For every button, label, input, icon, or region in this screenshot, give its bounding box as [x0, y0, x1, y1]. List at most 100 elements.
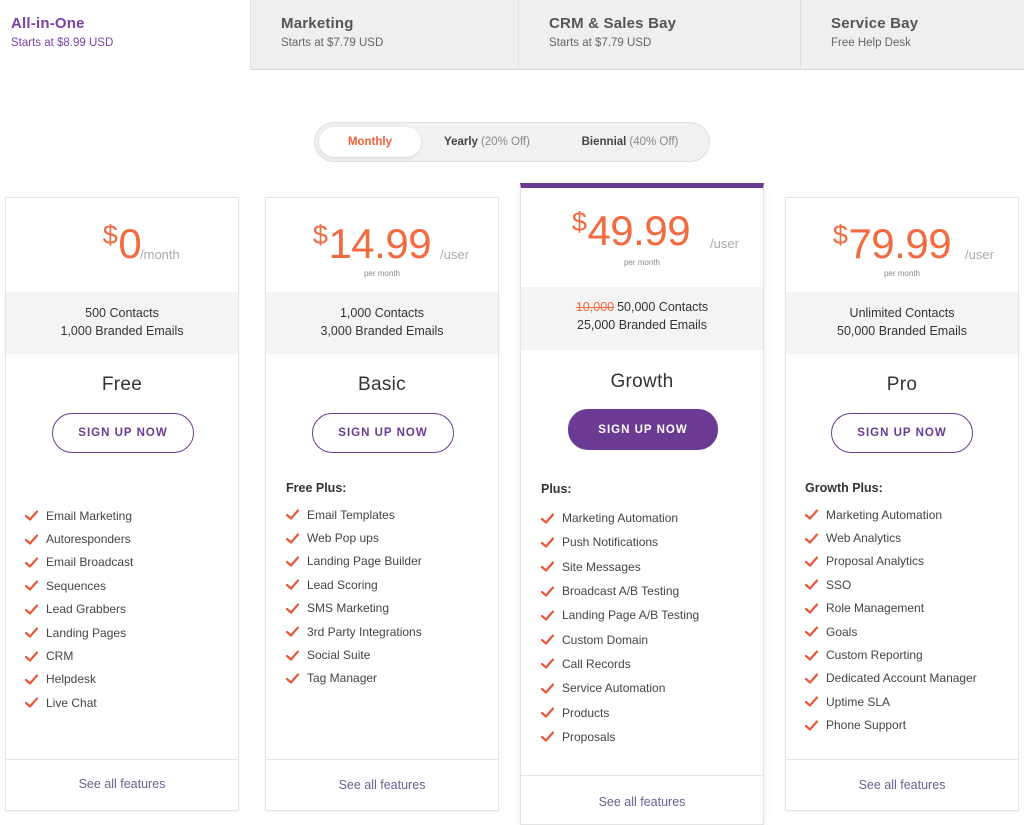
divider [521, 775, 763, 776]
price-unit: /user [965, 247, 994, 262]
billing-option-yearly[interactable]: Yearly (20% Off) [427, 127, 547, 157]
feature-label: Social Suite [307, 648, 371, 663]
sign-up-button[interactable]: SIGN UP NOW [52, 413, 194, 453]
billing-toggle: Monthly Yearly (20% Off) Biennial (40% O… [314, 122, 710, 162]
price-period: per month [883, 269, 921, 278]
feature-label: Custom Domain [562, 632, 649, 647]
check-icon [286, 579, 299, 590]
list-item: Landing Page Builder [286, 550, 422, 573]
sign-up-button[interactable]: SIGN UP NOW [312, 413, 454, 453]
feature-label: Marketing Automation [826, 507, 943, 522]
list-item: Email Marketing [25, 504, 133, 527]
tab-subtitle: Starts at $7.79 USD [281, 37, 384, 49]
check-icon [805, 532, 818, 544]
feature-label: Autoresponders [46, 532, 131, 547]
list-item: Marketing Automation [805, 503, 977, 526]
list-item: Site Messages [541, 555, 699, 579]
tab-crm-sales-bay[interactable]: CRM & Sales Bay Starts at $7.79 USD [518, 0, 800, 70]
check-icon [541, 585, 554, 597]
price-value: 0 [118, 220, 142, 267]
tab-marketing[interactable]: Marketing Starts at $7.79 USD [250, 0, 518, 70]
check-icon [25, 510, 38, 521]
divider [6, 759, 238, 760]
check-icon [25, 674, 38, 685]
feature-label: Push Notifications [562, 535, 659, 550]
contacts-limit: 500 Contacts [85, 306, 159, 320]
tab-service-bay[interactable]: Service Bay Free Help Desk [800, 0, 1024, 70]
check-icon [286, 673, 299, 684]
price: $49.99 [521, 207, 763, 255]
list-item: Proposals [541, 725, 699, 749]
list-item: Web Analytics [805, 526, 977, 549]
price-amount: $14.99 [313, 220, 432, 268]
feature-label: SMS Marketing [307, 601, 390, 616]
list-item: Landing Pages [25, 621, 133, 644]
list-item: Sequences [25, 574, 133, 597]
sign-up-button[interactable]: SIGN UP NOW [568, 409, 718, 450]
tab-title: CRM & Sales Bay [549, 15, 677, 32]
list-item: Lead Scoring [286, 573, 422, 596]
see-all-features-link[interactable]: See all features [598, 795, 686, 809]
contacts-limit: Unlimited Contacts [849, 306, 955, 320]
price-unit: /user [440, 247, 469, 262]
feature-label: Uptime SLA [826, 694, 891, 709]
feature-label: Lead Grabbers [46, 602, 127, 617]
plan-name: Growth [610, 371, 674, 392]
feature-label: Web Pop ups [307, 531, 379, 546]
sign-up-button[interactable]: SIGN UP NOW [831, 413, 973, 453]
check-icon [25, 604, 38, 615]
tab-title: Service Bay [831, 15, 919, 32]
check-icon [805, 649, 818, 661]
feature-label: Dedicated Account Manager [826, 671, 977, 686]
tab-title: Marketing [281, 15, 354, 32]
feature-label: Goals [826, 624, 858, 639]
list-item: CRM [25, 644, 133, 667]
feature-label: Helpdesk [46, 672, 97, 687]
feature-label: Custom Reporting [826, 648, 923, 663]
contacts-limit: 10,000 50,000 Contacts [521, 298, 763, 316]
list-item: Goals [805, 620, 977, 643]
list-item: Custom Reporting [805, 643, 977, 666]
feature-label: Call Records [562, 656, 631, 671]
see-all-features-link[interactable]: See all features [338, 778, 426, 792]
billing-discount: (20% Off) [480, 136, 530, 148]
tab-all-in-one[interactable]: All-in-One Starts at $8.99 USD [0, 0, 250, 70]
list-item: Landing Page A/B Testing [541, 603, 699, 627]
billing-option-label: Monthly [347, 136, 393, 148]
see-all-features-link[interactable]: See all features [858, 778, 946, 792]
plan-card-free: $0 /month 500 Contacts 1,000 Branded Ema… [5, 197, 239, 811]
list-item: Live Chat [25, 691, 133, 714]
plan-name: Pro [886, 374, 918, 395]
plan-card-pro: $79.99 /user per month Unlimited Contact… [785, 197, 1019, 811]
check-icon [25, 580, 38, 591]
old-contacts-limit: 10,000 [575, 300, 615, 314]
list-item: Proposal Analytics [805, 550, 977, 573]
see-all-features-link[interactable]: See all features [78, 777, 166, 791]
check-icon [541, 658, 554, 670]
feature-list: Marketing Automation Web Analytics Propo… [805, 503, 977, 737]
contacts-value: 50,000 Contacts [617, 300, 709, 314]
feature-label: Marketing Automation [562, 511, 679, 526]
price-amount: $0 [103, 220, 142, 268]
feature-list: Email Templates Web Pop ups Landing Page… [286, 503, 422, 690]
feature-label: 3rd Party Integrations [307, 624, 422, 639]
plan-limits: 1,000 Contacts 3,000 Branded Emails [266, 292, 498, 354]
plan-limits: 500 Contacts 1,000 Branded Emails [6, 292, 238, 354]
price-period: per month [363, 269, 401, 278]
feature-label: Tag Manager [307, 671, 378, 686]
list-item: Dedicated Account Manager [805, 667, 977, 690]
check-icon [805, 509, 818, 520]
tab-subtitle: Free Help Desk [831, 37, 911, 49]
list-item: Push Notifications [541, 530, 699, 554]
feature-label: Broadcast A/B Testing [562, 584, 680, 599]
check-icon [541, 537, 554, 548]
billing-option-biennial[interactable]: Biennial (40% Off) [565, 127, 695, 157]
list-item: SSO [805, 573, 977, 596]
feature-label: Lead Scoring [307, 577, 378, 592]
plan-includes-heading: Growth Plus: [805, 481, 883, 495]
list-item: Products [541, 700, 699, 724]
feature-label: Live Chat [46, 695, 97, 710]
billing-option-monthly[interactable]: Monthly [319, 127, 421, 157]
list-item: Marketing Automation [541, 506, 699, 530]
feature-list: Marketing Automation Push Notifications … [541, 506, 699, 749]
